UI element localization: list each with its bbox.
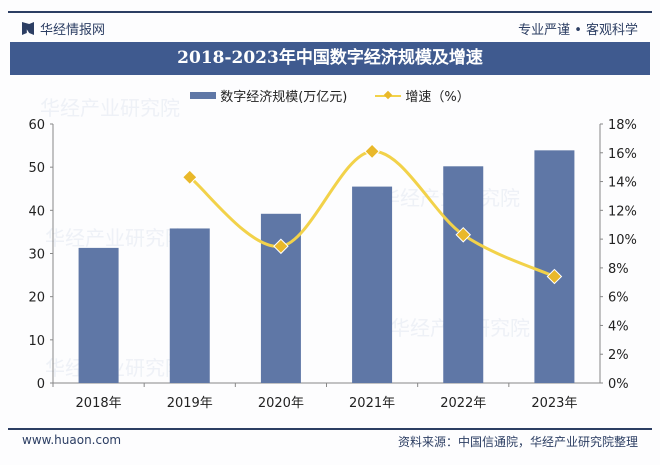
brand: 华经情报网	[22, 19, 105, 38]
watermark: 华经产业研究院	[45, 226, 185, 250]
bar-2021年	[352, 186, 393, 383]
watermark: 华经产业研究院	[40, 96, 180, 120]
growth-marker	[455, 227, 472, 243]
chart-title: 2018-2023年中国数字经济规模及增速	[10, 42, 650, 75]
bar-2019年	[169, 228, 210, 383]
legend-label: 数字经济规模(万亿元)	[220, 90, 348, 105]
right-tick-label: 18%	[608, 118, 637, 133]
x-tick-label: 2023年	[531, 396, 577, 411]
bar-2022年	[443, 166, 484, 383]
brand-name: 华经情报网	[40, 23, 106, 38]
legend: 数字经济规模(万亿元) 增速（%）	[0, 86, 660, 105]
left-tick-label: 20	[28, 291, 45, 306]
x-tick-label: 2021年	[349, 396, 395, 411]
legend-item-line: 增速（%）	[375, 86, 470, 105]
left-tick-label: 30	[28, 248, 45, 263]
growth-marker	[181, 169, 198, 186]
growth-marker	[364, 143, 380, 160]
x-tick-label: 2020年	[258, 396, 304, 411]
x-tick-label: 2018年	[76, 396, 122, 411]
right-tick-label: 6%	[608, 291, 629, 306]
brand-logo-icon	[22, 22, 34, 35]
x-tick-label: 2019年	[167, 396, 213, 411]
bar-2023年	[534, 150, 575, 383]
right-tick-label: 8%	[608, 262, 629, 277]
left-tick-label: 60	[28, 118, 45, 133]
left-tick-label: 0	[37, 377, 45, 392]
right-tick-label: 16%	[608, 147, 637, 162]
site-url: www.huaon.com	[22, 433, 122, 447]
right-tick-label: 14%	[608, 176, 637, 191]
right-tick-label: 0%	[608, 377, 629, 392]
bottom-divider	[8, 428, 652, 430]
growth-marker	[273, 238, 289, 255]
legend-line-swatch	[375, 94, 402, 97]
right-tick-label: 4%	[608, 319, 629, 334]
legend-label: 增速（%）	[405, 90, 470, 105]
bar-2018年	[78, 247, 119, 383]
right-tick-label: 10%	[608, 233, 637, 248]
x-tick-label: 2022年	[440, 396, 486, 411]
right-tick-label: 12%	[608, 204, 637, 219]
legend-bar-swatch	[190, 92, 217, 99]
slogan: 专业严谨 • 客观科学	[518, 23, 638, 38]
legend-item-bar: 数字经济规模(万亿元)	[190, 86, 347, 105]
growth-marker	[546, 268, 563, 285]
source-note: 资料来源：中国信通院，华经产业研究院整理	[397, 435, 638, 449]
top-divider	[8, 11, 652, 13]
left-tick-label: 50	[28, 161, 45, 176]
left-tick-label: 10	[28, 334, 45, 349]
right-tick-label: 2%	[608, 348, 629, 363]
left-tick-label: 40	[28, 204, 45, 219]
